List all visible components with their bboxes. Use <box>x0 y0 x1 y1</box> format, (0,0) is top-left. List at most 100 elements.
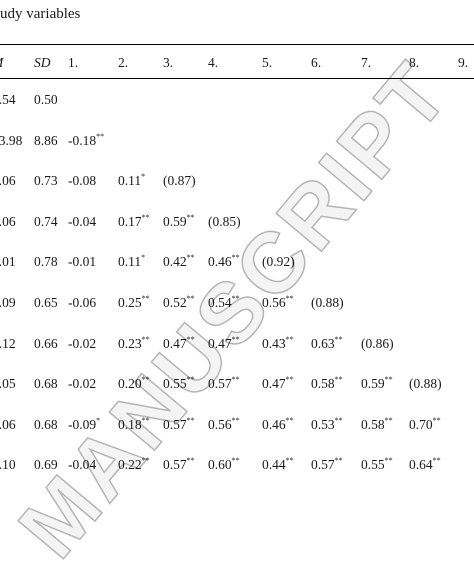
table-cell: 0.42** <box>163 254 195 270</box>
column-header: SD <box>34 55 51 70</box>
cell-value: 0.11 <box>118 173 142 189</box>
table-cell: 33.98 <box>0 133 22 149</box>
cell-value: 0.44 <box>262 457 286 473</box>
table-cell: 0.46** <box>208 254 240 270</box>
cell-value: 0.69 <box>34 457 58 473</box>
significance-marker: ** <box>334 456 343 466</box>
significance-marker: ** <box>186 415 195 425</box>
cell-value: 0.18 <box>118 416 142 432</box>
table-cell: 0.23** <box>118 334 150 352</box>
table-cell: 0.66 <box>34 336 58 352</box>
cell-value: 0.11 <box>118 254 142 270</box>
significance-marker: ** <box>384 415 393 425</box>
significance-marker: ** <box>231 375 240 385</box>
table-caption: udy variables <box>0 6 81 22</box>
table-cell: 0.57** <box>163 457 195 473</box>
table-cell: 4.09 <box>0 295 16 311</box>
table-row: 4.100.69-0.040.22**0.57**0.60**0.44**0.5… <box>0 457 474 479</box>
cell-value: 0.58 <box>311 376 335 392</box>
table-cell: 0.43** <box>262 335 294 352</box>
column-header: M <box>0 55 3 71</box>
cell-value: (0.92) <box>262 254 295 270</box>
significance-marker: ** <box>334 334 343 344</box>
cell-value: (0.88) <box>311 295 344 310</box>
cell-value: 0.47 <box>163 335 187 351</box>
table-cell: 0.11* <box>118 254 145 270</box>
table-row: 4.120.66-0.020.23**0.47**0.47**0.43**0.6… <box>0 334 474 358</box>
significance-marker: ** <box>384 456 393 466</box>
table-cell: -0.02 <box>68 376 96 392</box>
cell-value: (0.87) <box>163 173 196 189</box>
table-cell: 0.70** <box>409 416 441 433</box>
table-cell: 0.57** <box>311 457 343 473</box>
cell-value: 1.54 <box>0 92 16 107</box>
table-cell: 0.59** <box>163 213 195 230</box>
table-cell: 0.53** <box>311 416 343 433</box>
table-cell: 0.55** <box>163 376 195 392</box>
table-cell: 0.54** <box>208 295 240 311</box>
table-cell: 0.58** <box>361 415 393 433</box>
cell-value: 0.70 <box>409 416 433 432</box>
cell-value: (0.86) <box>361 335 394 351</box>
table-cell: 0.68 <box>34 376 58 392</box>
cell-value: 0.25 <box>118 295 142 310</box>
cell-value: -0.01 <box>68 254 97 270</box>
significance-marker: * <box>96 415 101 425</box>
table-cell: 4.05 <box>0 376 16 392</box>
cell-value: 0.54 <box>208 295 232 310</box>
table-cell: 0.47** <box>262 376 294 392</box>
table-cell: (0.88) <box>409 376 442 392</box>
cell-value: 0.78 <box>34 254 58 270</box>
table-cell: 0.68 <box>34 417 58 433</box>
cell-value: 4.10 <box>0 457 16 473</box>
cell-value: 0.63 <box>311 335 335 351</box>
table-cell: 0.47** <box>163 335 195 352</box>
table-cell: 4.06 <box>0 173 16 189</box>
table-cell: 0.58** <box>311 376 343 392</box>
cell-value: 0.57 <box>163 416 187 432</box>
table-row: 4.06 0.73 -0.08 0.11* (0.87) <box>0 173 474 195</box>
significance-marker: ** <box>285 375 294 385</box>
table-cell: 4.01 <box>0 254 16 270</box>
table-row: 4.01 0.78 -0.01 0.11* 0.42** 0.46** (0.92) <box>0 254 474 276</box>
significance-marker: ** <box>285 415 294 425</box>
table-cell: -0.06 <box>68 295 96 311</box>
cell-value: (0.85) <box>208 213 241 229</box>
significance-marker: ** <box>231 294 240 303</box>
cell-value: 0.57 <box>208 376 232 392</box>
table-cell: 0.22** <box>118 457 150 473</box>
table-cell: 0.69 <box>34 457 58 473</box>
table-row: 33.98 8.86 -0.18** <box>0 132 474 155</box>
table-cell: -0.18** <box>68 132 104 149</box>
table-cell: -0.04 <box>68 457 96 473</box>
cell-value: 0.52 <box>163 295 187 310</box>
cell-value: -0.02 <box>68 376 97 392</box>
table-cell: -0.01 <box>68 254 96 270</box>
significance-marker: ** <box>141 334 150 344</box>
table-cell: 0.56** <box>262 295 294 311</box>
table-cell: (0.88) <box>311 295 344 311</box>
cell-value: 0.55 <box>163 376 187 392</box>
column-header: 5. <box>262 55 273 70</box>
table-cell: 8.86 <box>34 133 58 149</box>
table-cell: 0.74 <box>34 214 58 230</box>
cell-value: 0.60 <box>208 457 232 473</box>
table-cell: 0.56** <box>208 416 240 433</box>
column-header: 4. <box>208 55 219 70</box>
table-cell: (0.85) <box>208 214 241 230</box>
cell-value: 0.59 <box>361 376 385 392</box>
table-cell: 0.65 <box>34 295 58 311</box>
cell-value: (0.88) <box>409 376 442 392</box>
table-cell: 0.78 <box>34 254 58 270</box>
table-cell: 0.63** <box>311 334 343 352</box>
cell-value: -0.08 <box>68 173 97 189</box>
cell-value: 0.66 <box>34 335 58 351</box>
column-header: 3. <box>163 55 174 70</box>
cell-value: 0.65 <box>34 295 58 310</box>
table-row: 4.060.68-0.09*0.18**0.57**0.56**0.46**0.… <box>0 415 474 439</box>
cell-value: 4.01 <box>0 254 16 270</box>
table-cell: 0.20** <box>118 376 150 392</box>
cell-value: 0.55 <box>361 457 385 473</box>
cell-value: 4.06 <box>0 173 16 189</box>
table-cell: 0.25** <box>118 295 150 311</box>
